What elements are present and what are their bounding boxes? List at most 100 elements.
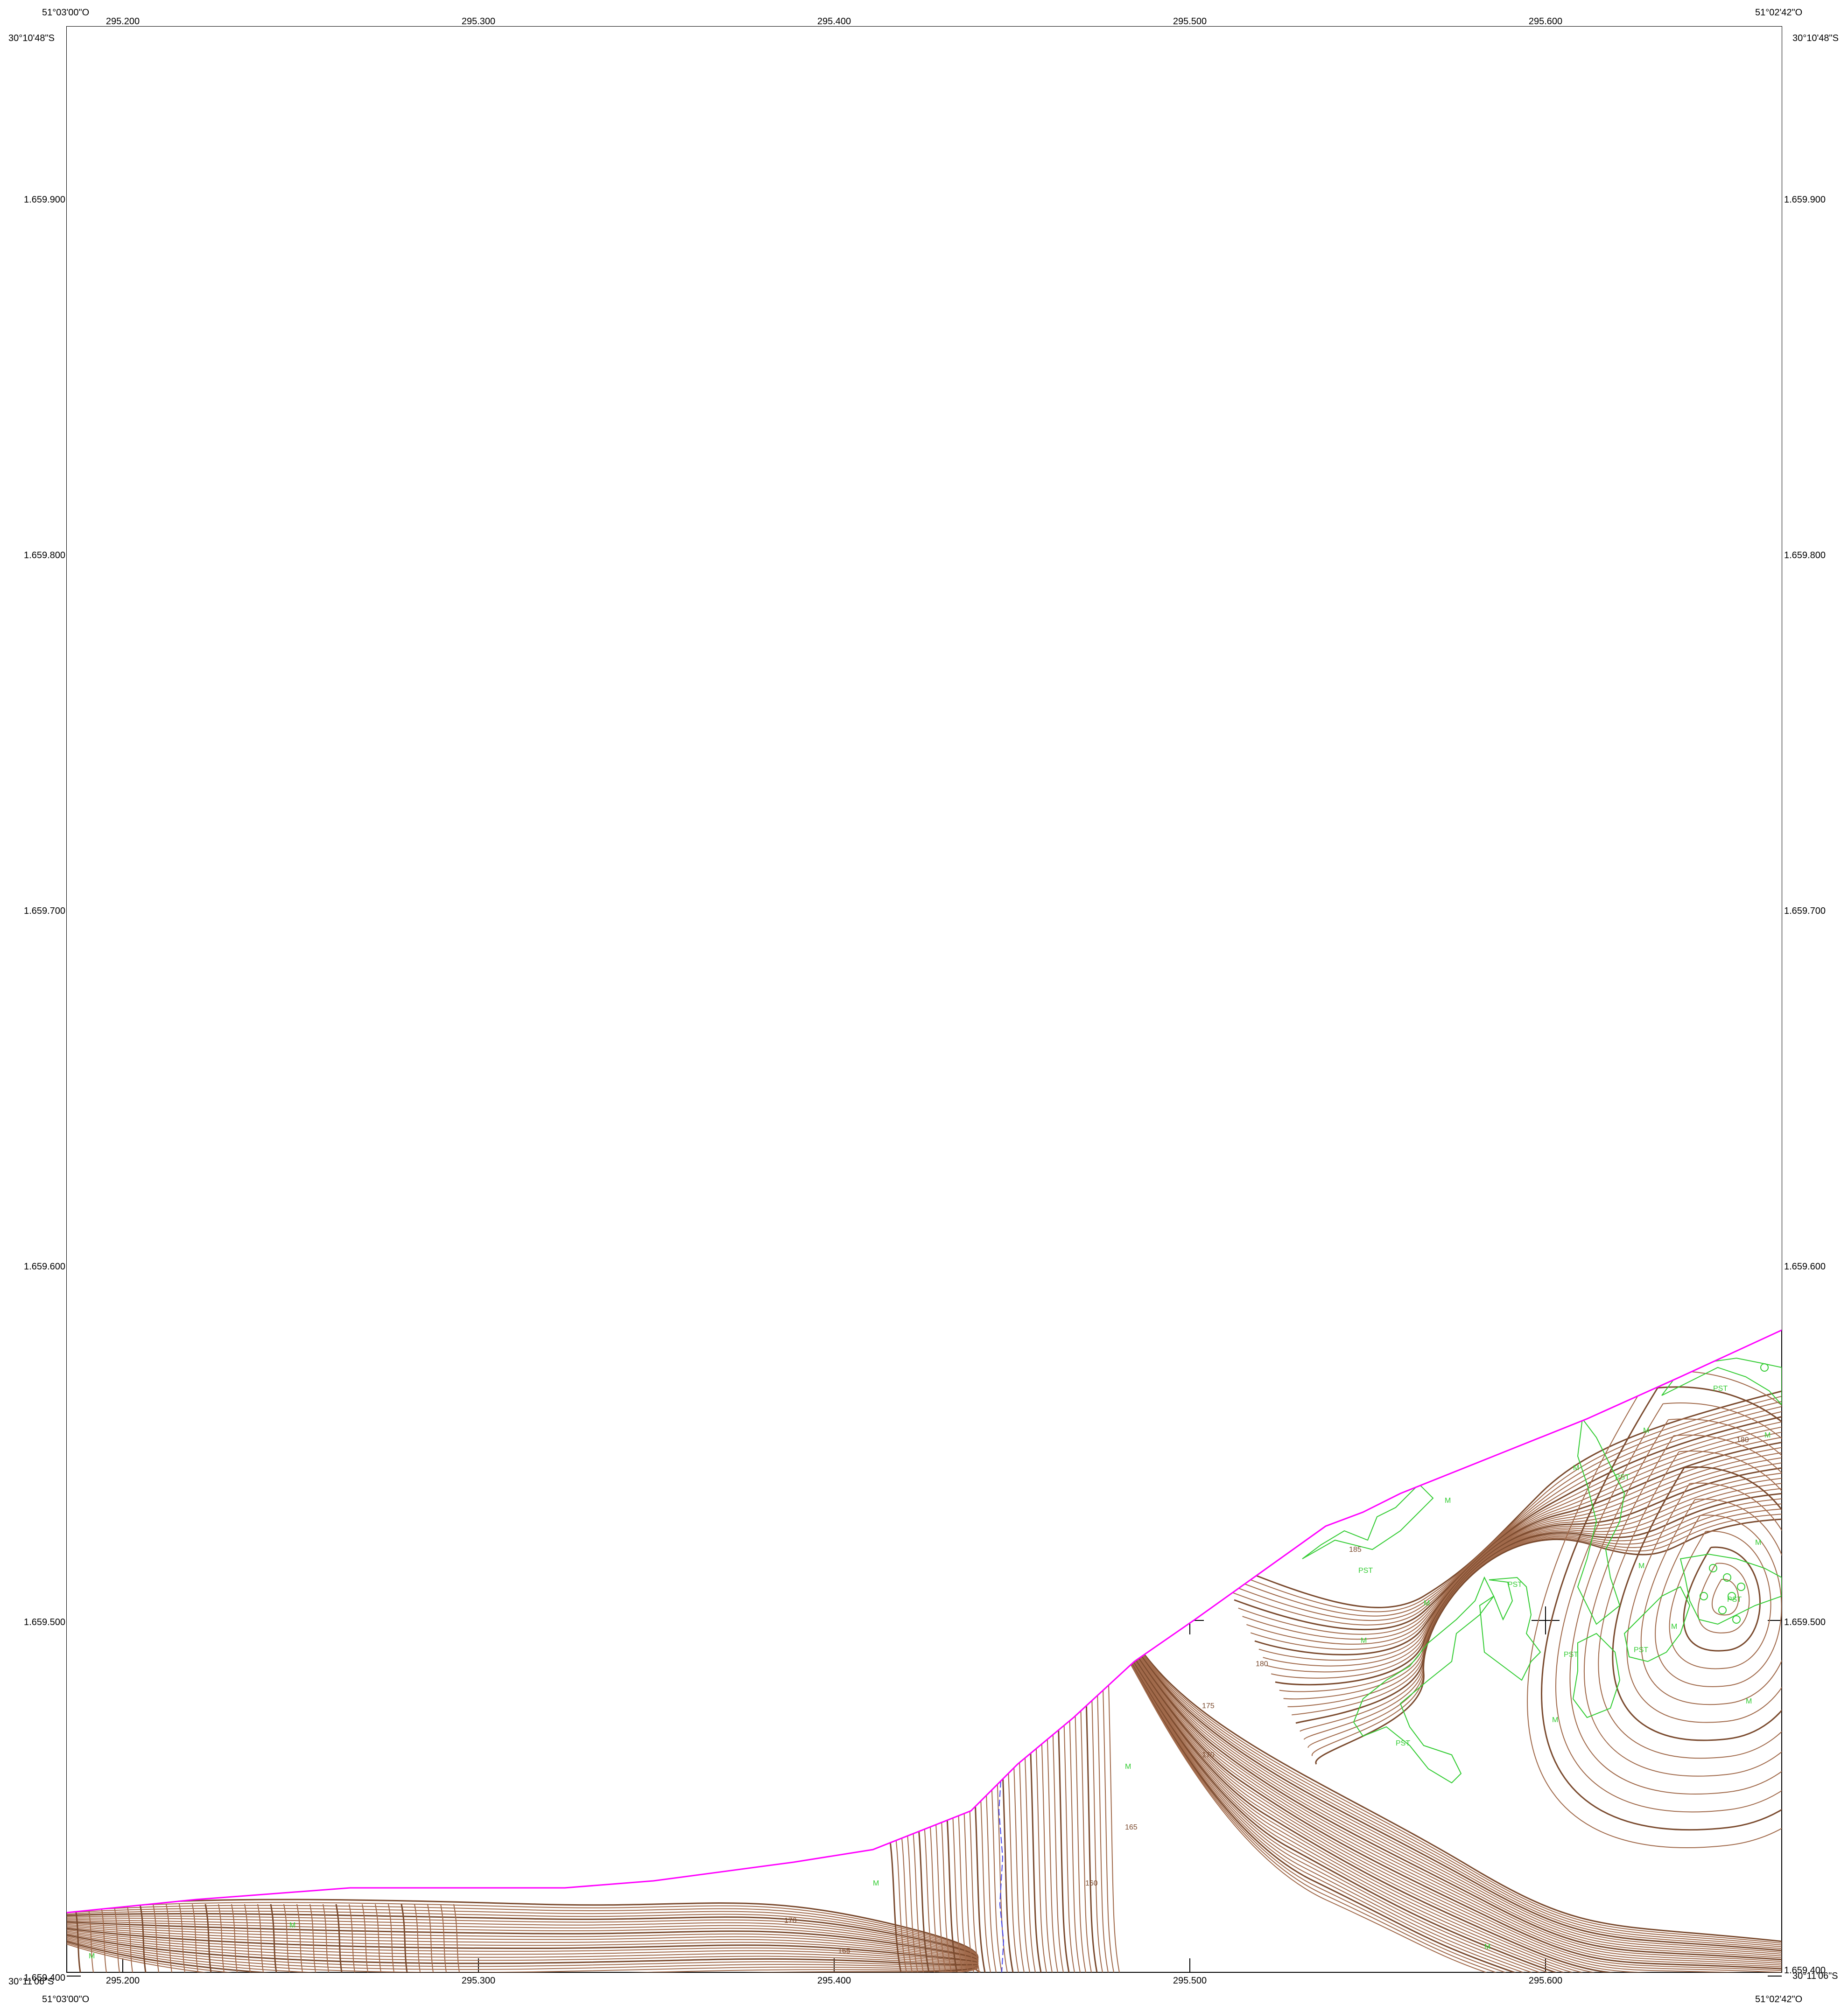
easting-label-top: 295.200 — [106, 16, 140, 27]
vegetation-label: M — [1643, 1427, 1649, 1435]
vegetation-label: M — [289, 1921, 295, 1929]
northing-label-left: 1.659.400 — [24, 1973, 65, 1983]
vegetation-label: M — [873, 1879, 879, 1887]
easting-label-bottom: 295.300 — [462, 1976, 495, 1986]
vegetation-marker — [1709, 1564, 1717, 1572]
contour-line — [67, 1907, 981, 1972]
contour-line — [192, 1904, 198, 1972]
contour-line — [166, 1904, 172, 1972]
contour-label: 175 — [1202, 1702, 1215, 1710]
contour-line — [1076, 1549, 1487, 1972]
vegetation-marker — [1728, 1592, 1736, 1600]
contour-line — [67, 1933, 981, 1972]
vegetation-label: M — [1638, 1562, 1644, 1570]
easting-label-bottom: 295.400 — [817, 1976, 851, 1986]
contour-label: 160 — [1085, 1879, 1098, 1887]
contour-line — [67, 1913, 981, 1972]
contour-label: 185 — [1349, 1546, 1362, 1554]
contour-line — [414, 1904, 421, 1972]
contour-lines — [67, 1370, 1782, 1972]
contour-line — [67, 1919, 981, 1972]
contour-label: 180 — [1736, 1436, 1749, 1444]
corner-lon-bottom-left: 51°03'00"O — [42, 1994, 89, 2005]
contour-line — [204, 1904, 212, 1972]
contour-labels: 185 180 175 170 165 160 170 165 180 — [784, 1436, 1749, 1955]
contour-line — [1683, 1546, 1761, 1652]
contour-label: 165 — [1125, 1823, 1138, 1831]
contour-line — [1626, 1482, 1782, 1723]
corner-lat-bottom-left: 30°11'06"S — [8, 1977, 54, 1987]
northing-label-left: 1.659.900 — [24, 195, 65, 205]
corner-lat-top-left: 30°10'48"S — [8, 33, 55, 43]
northing-label-right: 1.659.600 — [1784, 1262, 1826, 1272]
vegetation-label: PST — [1358, 1567, 1373, 1575]
vegetation-label: M — [1755, 1539, 1761, 1547]
contour-line — [231, 1904, 238, 1972]
contour-line — [1300, 1498, 1782, 1732]
contour-line — [67, 1928, 981, 1972]
contour-line — [67, 1934, 981, 1972]
contour-line — [1307, 1508, 1782, 1748]
contour-line — [1640, 1499, 1782, 1705]
corner-lat-bottom-right: 30°11'06"S — [1792, 1971, 1838, 1981]
northing-label-right: 1.659.700 — [1784, 906, 1826, 916]
corner-lon-top-left: 51°03'00"O — [42, 7, 89, 18]
vegetation-label: M — [1424, 1599, 1430, 1607]
contour-line — [67, 1905, 981, 1972]
contour-line — [1612, 1466, 1782, 1741]
vegetation-label: M — [1552, 1716, 1558, 1724]
corner-lat-top-right: 30°10'48"S — [1792, 33, 1839, 43]
property-boundary — [67, 1329, 1782, 1914]
vegetation-label: M — [1746, 1697, 1752, 1705]
vegetation-label: M — [1484, 1943, 1490, 1951]
northing-label-left: 1.659.700 — [24, 906, 65, 916]
vegetation-label: PST — [1508, 1581, 1522, 1589]
contour-line — [67, 1932, 981, 1972]
vegetation-marker — [1760, 1363, 1769, 1372]
contour-line — [67, 1922, 981, 1972]
vegetation-label: PST — [1615, 1473, 1630, 1481]
contour-line — [67, 1915, 981, 1972]
contour-line — [440, 1904, 447, 1972]
contour-line — [67, 1924, 981, 1972]
contour-line — [257, 1904, 264, 1972]
contour-line — [427, 1904, 434, 1972]
contour-line — [362, 1904, 368, 1972]
contour-line — [1555, 1402, 1782, 1813]
contour-label: 170 — [784, 1917, 797, 1925]
contour-line — [1226, 1406, 1782, 1621]
contour-line — [1697, 1563, 1750, 1633]
contour-line — [1267, 1457, 1782, 1673]
vegetation-marker — [1732, 1615, 1741, 1624]
northing-label-right: 1.659.400 — [1784, 1965, 1826, 1976]
easting-label-top: 295.500 — [1173, 16, 1207, 27]
easting-label-bottom: 295.200 — [106, 1976, 140, 1986]
contour-line — [67, 1938, 981, 1972]
vegetation-labels: PST PST PST PST PST PST PST PST M M M M … — [89, 1385, 1771, 1960]
contour-label: 165 — [838, 1947, 850, 1955]
vegetation-label: M — [1573, 1464, 1579, 1472]
vegetation-marker — [1718, 1606, 1727, 1614]
vegetation-polygon — [1679, 1553, 1782, 1625]
northing-label-left: 1.659.500 — [24, 1617, 65, 1627]
contour-line — [349, 1904, 355, 1972]
easting-label-top: 295.600 — [1529, 16, 1562, 27]
easting-label-bottom: 295.500 — [1173, 1976, 1207, 1986]
contour-line — [323, 1904, 329, 1972]
vegetation-label: M — [1445, 1497, 1451, 1505]
vegetation-label: M — [1361, 1637, 1367, 1645]
contour-line — [153, 1904, 159, 1972]
easting-label-top: 295.400 — [817, 16, 851, 27]
contour-line — [1527, 1370, 1782, 1848]
vegetation-polygon — [1572, 1633, 1621, 1718]
contour-line — [67, 1925, 981, 1972]
vegetation-label: PST — [1634, 1646, 1648, 1654]
northing-label-right: 1.659.500 — [1784, 1617, 1826, 1627]
contour-line — [453, 1904, 460, 1972]
contour-line — [1655, 1514, 1782, 1687]
contour-line — [1295, 1493, 1782, 1724]
contour-line — [218, 1904, 225, 1972]
corner-lon-top-right: 51°02'42"O — [1755, 7, 1802, 18]
contour-line — [296, 1904, 303, 1972]
contour-line — [1669, 1530, 1771, 1669]
